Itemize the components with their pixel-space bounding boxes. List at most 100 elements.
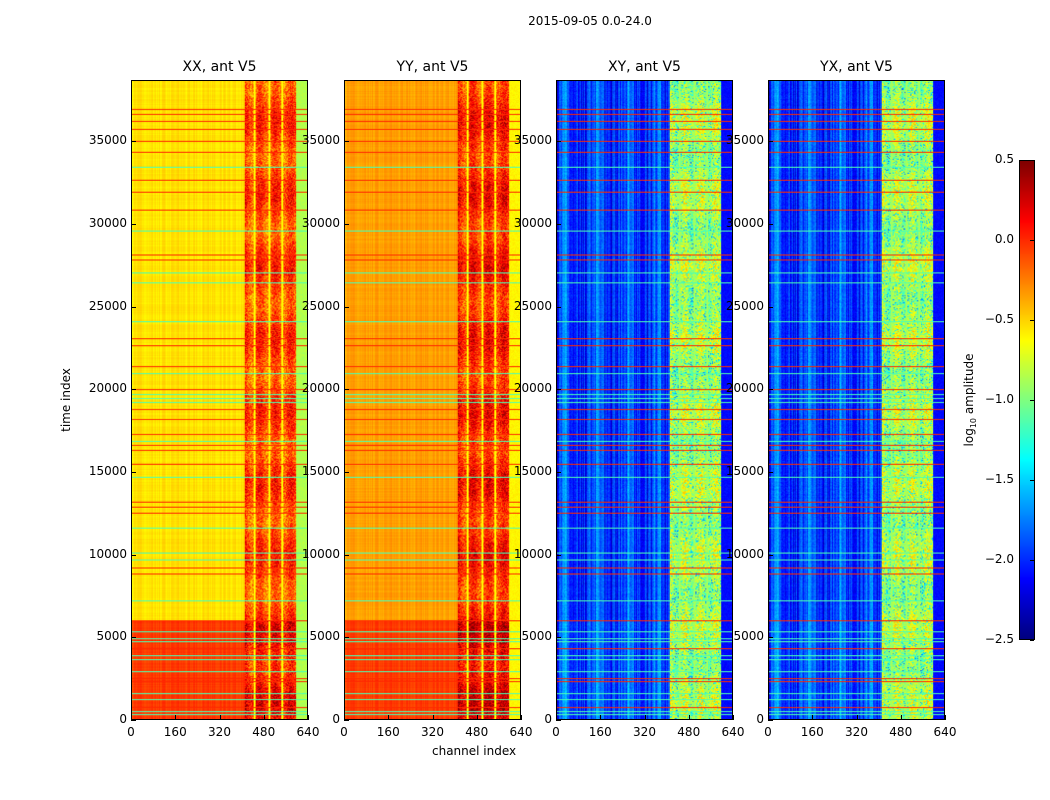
x-tick-label: 640 <box>721 725 745 739</box>
x-axis-label: channel index <box>432 744 517 758</box>
x-tick-mark <box>733 715 734 720</box>
x-tick-label: 0 <box>340 725 348 739</box>
y-tick-label: 20000 <box>301 381 340 396</box>
x-tick-label: 480 <box>677 725 701 739</box>
y-tick-label: 0 <box>332 712 340 726</box>
y-tick-mark <box>344 389 349 391</box>
colorbar-tick-label: 0.0 <box>994 232 1014 246</box>
y-tick-label: 0 <box>119 712 127 726</box>
y-tick-label: 15000 <box>725 463 764 478</box>
y-tick-mark <box>768 720 773 721</box>
y-tick-label: 5000 <box>309 629 340 644</box>
x-tick-mark <box>521 715 522 720</box>
y-tick-label: 10000 <box>301 546 340 561</box>
heatmap-panel <box>131 80 308 720</box>
panel-title: YY, ant V5 <box>396 59 469 75</box>
panel-title: XX, ant V5 <box>182 59 257 75</box>
y-tick-mark <box>556 720 561 721</box>
heatmap-image <box>557 81 732 719</box>
heatmap-image <box>345 81 520 719</box>
heatmap-panel <box>556 80 733 720</box>
x-tick-label: 480 <box>889 725 913 739</box>
y-tick-mark <box>768 223 773 225</box>
y-axis-label: time index <box>59 368 73 432</box>
x-tick-mark <box>688 715 690 720</box>
colorbar <box>1019 160 1035 640</box>
y-tick-mark <box>556 637 561 639</box>
x-tick-label: 160 <box>588 725 612 739</box>
y-tick-mark <box>131 306 136 308</box>
y-tick-mark <box>131 720 136 721</box>
y-tick-mark <box>768 637 773 639</box>
y-tick-label: 25000 <box>88 298 127 313</box>
x-tick-mark <box>556 715 557 720</box>
y-tick-mark <box>131 471 136 473</box>
y-tick-label: 30000 <box>88 215 127 230</box>
y-tick-mark <box>768 554 773 556</box>
y-tick-mark <box>768 141 773 143</box>
x-tick-mark <box>476 715 478 720</box>
y-tick-label: 10000 <box>725 546 764 561</box>
y-tick-mark <box>556 141 561 143</box>
colorbar-tick-mark <box>1030 160 1034 161</box>
x-tick-label: 640 <box>296 725 320 739</box>
colorbar-tick-label: −2.0 <box>984 552 1014 566</box>
x-tick-mark <box>175 715 177 720</box>
colorbar-gradient <box>1020 161 1034 639</box>
y-tick-mark <box>131 223 136 225</box>
y-tick-label: 5000 <box>733 629 764 644</box>
x-tick-mark <box>600 715 602 720</box>
x-tick-label: 320 <box>421 725 444 739</box>
x-tick-mark <box>432 715 434 720</box>
x-tick-label: 0 <box>764 725 772 739</box>
y-tick-label: 30000 <box>301 215 340 230</box>
y-tick-label: 20000 <box>88 381 127 396</box>
x-tick-mark <box>219 715 221 720</box>
y-tick-mark <box>556 306 561 308</box>
y-tick-label: 5000 <box>521 629 552 644</box>
y-tick-mark <box>768 306 773 308</box>
x-tick-label: 480 <box>252 725 276 739</box>
y-tick-label: 10000 <box>88 546 127 561</box>
y-tick-mark <box>131 554 136 556</box>
y-tick-mark <box>131 141 136 143</box>
y-tick-label: 25000 <box>301 298 340 313</box>
colorbar-tick-label: 0.5 <box>994 152 1014 166</box>
y-tick-label: 0 <box>544 712 552 726</box>
y-tick-mark <box>556 223 561 225</box>
x-tick-label: 160 <box>163 725 187 739</box>
x-tick-label: 160 <box>800 725 824 739</box>
panel-title: YX, ant V5 <box>820 59 893 75</box>
figure-title: 2015-09-05 0.0-24.0 <box>528 14 652 28</box>
x-tick-mark <box>344 715 345 720</box>
y-tick-label: 15000 <box>88 463 127 478</box>
y-tick-mark <box>344 554 349 556</box>
y-tick-mark <box>344 471 349 473</box>
y-tick-label: 5000 <box>96 629 127 644</box>
colorbar-tick-label: −1.0 <box>984 392 1014 406</box>
x-tick-mark <box>308 715 309 720</box>
y-tick-label: 35000 <box>725 133 764 148</box>
colorbar-label: log10 amplitude <box>961 353 979 447</box>
y-tick-label: 0 <box>756 712 764 726</box>
colorbar-tick-mark <box>1030 480 1034 481</box>
y-tick-label: 20000 <box>725 381 764 396</box>
y-tick-label: 15000 <box>301 463 340 478</box>
x-tick-label: 320 <box>633 725 656 739</box>
y-tick-label: 35000 <box>513 133 552 148</box>
y-tick-label: 30000 <box>513 215 552 230</box>
x-tick-label: 160 <box>376 725 400 739</box>
colorbar-tick-mark <box>1030 320 1034 321</box>
y-tick-label: 30000 <box>725 215 764 230</box>
y-tick-mark <box>344 637 349 639</box>
heatmap-panel <box>344 80 521 720</box>
x-tick-label: 320 <box>845 725 868 739</box>
x-tick-mark <box>131 715 132 720</box>
x-tick-mark <box>900 715 902 720</box>
colorbar-tick-label: −2.5 <box>984 632 1014 646</box>
x-tick-label: 0 <box>552 725 560 739</box>
colorbar-tick-mark <box>1030 240 1034 241</box>
colorbar-tick-label: −0.5 <box>984 312 1014 326</box>
heatmap-image <box>769 81 944 719</box>
y-tick-mark <box>556 471 561 473</box>
